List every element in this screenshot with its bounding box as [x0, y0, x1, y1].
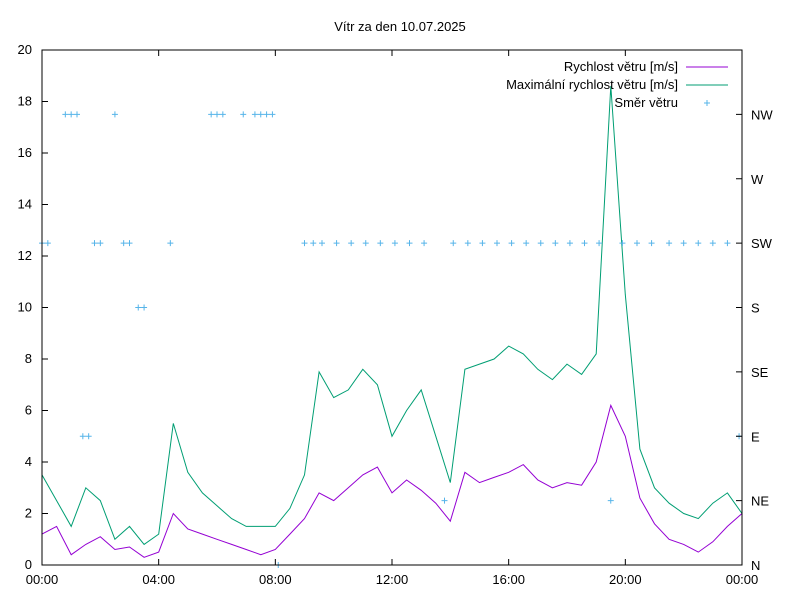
x-tick-label: 20:00	[609, 572, 642, 587]
direction-point	[537, 240, 544, 247]
direction-point	[566, 240, 573, 247]
direction-point	[111, 111, 118, 118]
y2-tick-label: SE	[751, 365, 769, 380]
direction-point	[85, 433, 92, 440]
direction-point	[441, 497, 448, 504]
direction-point	[348, 240, 355, 247]
x-tick-label: 04:00	[142, 572, 175, 587]
direction-point	[208, 111, 215, 118]
series-line-0	[41, 403, 743, 558]
direction-point	[240, 111, 247, 118]
y-tick-label: 6	[25, 403, 32, 418]
direction-point	[523, 240, 530, 247]
direction-point	[464, 240, 471, 247]
series-line-1	[41, 85, 743, 546]
y-tick-label: 20	[18, 42, 32, 57]
direction-point	[62, 111, 69, 118]
direction-point	[552, 240, 559, 247]
direction-point	[450, 240, 457, 247]
y2-tick-label: S	[751, 301, 760, 316]
direction-point	[91, 240, 98, 247]
x-tick-label: 08:00	[259, 572, 292, 587]
direction-point	[251, 111, 258, 118]
x-tick-label: 12:00	[376, 572, 409, 587]
chart-title: Vítr za den 10.07.2025	[334, 19, 466, 34]
legend-label: Maximální rychlost větru [m/s]	[506, 77, 678, 92]
x-tick-label: 00:00	[26, 572, 59, 587]
direction-point	[391, 240, 398, 247]
direction-point	[709, 240, 716, 247]
y2-tick-label: NE	[751, 494, 769, 509]
direction-point	[508, 240, 515, 247]
legend-label: Rychlost větru [m/s]	[564, 59, 678, 74]
x-tick-label: 00:00	[726, 572, 759, 587]
y-tick-label: 4	[25, 454, 32, 469]
y-tick-label: 18	[18, 94, 32, 109]
direction-point	[680, 240, 687, 247]
direction-point	[257, 111, 264, 118]
direction-point	[219, 111, 226, 118]
direction-point	[141, 304, 148, 311]
direction-point	[666, 240, 673, 247]
direction-point	[44, 240, 51, 247]
y2-tick-label: W	[751, 172, 764, 187]
direction-point	[126, 240, 133, 247]
direction-point	[494, 240, 500, 247]
direction-point	[479, 240, 486, 247]
direction-point	[406, 240, 413, 247]
legend-label: Směr větru	[614, 95, 678, 110]
y-tick-label: 14	[18, 197, 32, 212]
direction-point	[68, 111, 75, 118]
direction-point	[695, 240, 702, 247]
x-axis: 00:00 04:00 08:00 12:00 16:00 20:00 00:00	[26, 50, 759, 587]
direction-point	[269, 111, 276, 118]
direction-point	[596, 240, 603, 247]
y-tick-label: 2	[25, 506, 32, 521]
direction-point	[377, 240, 384, 247]
x-tick-label: 16:00	[492, 572, 525, 587]
direction-point	[333, 240, 340, 247]
direction-point	[362, 240, 369, 247]
direction-point	[607, 497, 614, 504]
y2-axis: N NE E SE S SW W NW	[736, 107, 773, 573]
legend-swatch	[704, 100, 710, 106]
y-tick-label: 10	[18, 300, 32, 315]
plot-area	[39, 85, 743, 568]
direction-point	[619, 240, 626, 247]
direction-point	[120, 240, 127, 247]
direction-point	[135, 304, 142, 311]
direction-point	[648, 240, 655, 247]
direction-point	[74, 111, 80, 118]
direction-point	[724, 240, 731, 247]
legend: Rychlost větru [m/s] Maximální rychlost v…	[506, 59, 728, 110]
y-tick-label: 8	[25, 351, 32, 366]
y2-tick-label: NW	[751, 107, 773, 122]
direction-point	[310, 240, 317, 247]
direction-point	[263, 111, 270, 118]
direction-point	[214, 111, 220, 118]
direction-point	[581, 240, 588, 247]
direction-point	[634, 240, 640, 247]
y2-tick-label: N	[751, 558, 760, 573]
y-tick-label: 0	[25, 557, 32, 572]
y-tick-label: 16	[18, 145, 32, 160]
y2-tick-label: E	[751, 429, 760, 444]
y-axis: 0 2 4 6 8 10 12 14 16 18 20	[18, 42, 48, 572]
direction-point	[97, 240, 104, 247]
direction-point	[301, 240, 308, 247]
direction-point	[421, 240, 428, 247]
y-tick-label: 12	[18, 248, 32, 263]
y2-tick-label: SW	[751, 236, 773, 251]
direction-point	[167, 240, 174, 247]
direction-point	[79, 433, 86, 440]
direction-point	[319, 240, 325, 247]
